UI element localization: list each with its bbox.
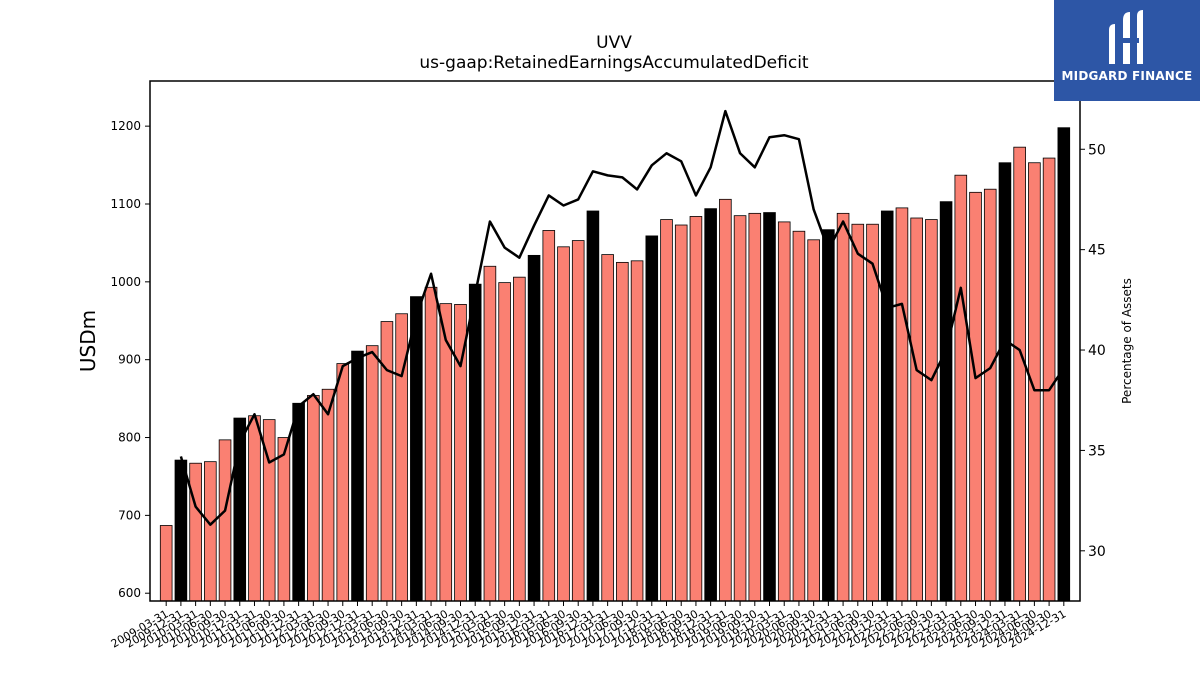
bar — [248, 415, 261, 602]
bar — [204, 461, 217, 602]
bar — [998, 162, 1012, 602]
bar — [880, 210, 894, 602]
bar — [895, 207, 909, 602]
bar — [807, 239, 820, 602]
y2-axis: 30 35 40 45 50 — [1080, 142, 1106, 560]
bar — [542, 230, 556, 602]
bar — [321, 388, 335, 602]
bar — [159, 525, 173, 602]
y2-tick-label: 45 — [1088, 243, 1106, 259]
bar — [733, 215, 747, 602]
bar — [616, 261, 629, 602]
bar — [792, 230, 806, 602]
bar — [689, 216, 703, 602]
x-axis: 2009-03-312009-12-312010-03-312010-06-30… — [109, 601, 1068, 651]
bar — [527, 254, 541, 602]
line-percentage-of-assets — [179, 109, 1065, 526]
y-axis-label: USDm — [76, 310, 100, 372]
line-series — [179, 109, 1065, 526]
bar — [851, 223, 865, 602]
bar — [571, 240, 585, 602]
y-tick-label: 700 — [118, 508, 141, 522]
bar — [748, 212, 762, 602]
y2-axis-label: Percentage of Assets — [1120, 278, 1134, 404]
bar — [822, 229, 835, 602]
y2-tick-label: 50 — [1088, 142, 1106, 158]
bar — [586, 210, 600, 602]
bar — [630, 260, 644, 602]
bar — [513, 276, 526, 602]
bar — [218, 439, 232, 602]
bar — [983, 188, 997, 602]
bar — [910, 217, 923, 602]
bar — [969, 191, 982, 602]
chart-title: UVV — [596, 33, 632, 53]
y-tick-label: 1100 — [110, 197, 141, 211]
y2-tick-label: 30 — [1088, 544, 1106, 560]
bar — [483, 265, 497, 602]
bar — [557, 246, 570, 602]
midgard-finance-logo: MIDGARD FINANCE — [1054, 0, 1200, 101]
bar — [954, 174, 968, 602]
bar — [704, 208, 717, 602]
plot-frame — [149, 80, 1081, 602]
bar — [1057, 127, 1071, 602]
midgard-m-logo-icon — [1109, 10, 1143, 64]
y-tick-label: 1200 — [110, 119, 141, 133]
y-tick-label: 1000 — [110, 275, 141, 289]
y-axis: 600 700 800 900 1000 1100 1200 — [110, 119, 150, 600]
bar — [498, 282, 511, 602]
logo-text: MIDGARD FINANCE — [1061, 69, 1193, 83]
bar — [836, 212, 850, 602]
bar — [468, 283, 482, 602]
bar — [601, 254, 614, 602]
bar — [777, 221, 791, 602]
bar — [189, 462, 202, 602]
bar — [365, 345, 379, 602]
bar — [292, 402, 305, 602]
bar — [410, 296, 423, 602]
bar — [763, 212, 776, 602]
y2-tick-label: 40 — [1088, 343, 1106, 359]
bar — [674, 224, 688, 602]
bar — [660, 219, 673, 602]
y-tick-label: 900 — [118, 353, 141, 367]
y2-tick-label: 35 — [1088, 443, 1106, 459]
bar — [336, 363, 350, 602]
bar — [939, 201, 953, 602]
bar — [925, 219, 938, 602]
bar — [645, 235, 659, 602]
bar-series — [159, 127, 1071, 602]
bar — [866, 223, 879, 602]
bar — [307, 395, 320, 602]
chart-subtitle: us-gaap:RetainedEarningsAccumulatedDefic… — [419, 53, 809, 73]
bar — [351, 350, 364, 602]
bar — [719, 198, 732, 602]
bar — [424, 286, 438, 602]
bar — [277, 437, 291, 602]
bar — [174, 459, 188, 602]
bar — [1042, 157, 1056, 602]
bar — [1013, 146, 1026, 602]
y-tick-label: 600 — [118, 586, 141, 600]
y-tick-label: 800 — [118, 431, 141, 445]
